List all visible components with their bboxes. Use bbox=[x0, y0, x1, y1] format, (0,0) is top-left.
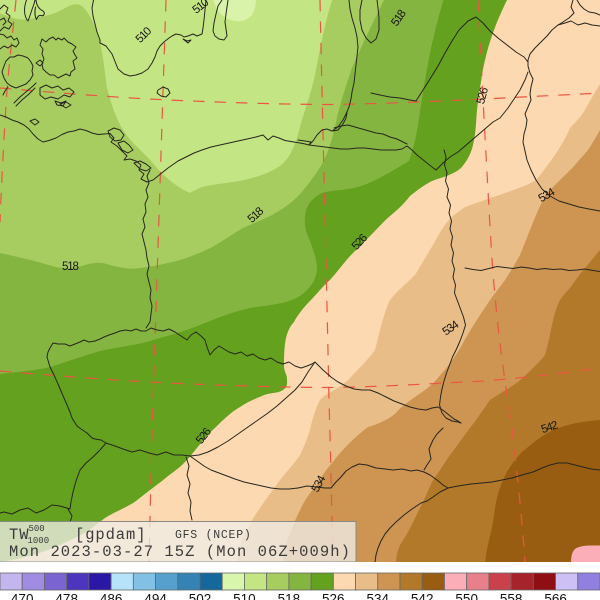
svg-text:542: 542 bbox=[411, 592, 434, 600]
svg-text:534: 534 bbox=[367, 592, 390, 600]
svg-text:558: 558 bbox=[500, 592, 523, 600]
svg-text:486: 486 bbox=[100, 592, 123, 600]
svg-text:Mon 2023-03-27 15Z (Mon 06Z+00: Mon 2023-03-27 15Z (Mon 06Z+009h) bbox=[9, 543, 351, 561]
svg-text:1000: 1000 bbox=[28, 536, 50, 546]
svg-text:566: 566 bbox=[544, 592, 567, 600]
svg-text:TW: TW bbox=[9, 526, 29, 544]
svg-text:478: 478 bbox=[55, 592, 78, 600]
svg-text:510: 510 bbox=[233, 592, 256, 600]
svg-text:470: 470 bbox=[11, 592, 34, 600]
svg-text:542: 542 bbox=[540, 419, 560, 436]
svg-text:502: 502 bbox=[189, 592, 212, 600]
svg-text:518: 518 bbox=[278, 592, 301, 600]
svg-text:500: 500 bbox=[29, 524, 45, 534]
svg-text:[gpdam]: [gpdam] bbox=[75, 526, 146, 544]
svg-text:526: 526 bbox=[474, 86, 491, 105]
svg-text:526: 526 bbox=[322, 592, 345, 600]
svg-text:GFS (NCEP): GFS (NCEP) bbox=[175, 529, 252, 542]
svg-text:494: 494 bbox=[144, 592, 167, 600]
svg-text:518: 518 bbox=[62, 260, 78, 273]
svg-text:550: 550 bbox=[455, 592, 478, 600]
